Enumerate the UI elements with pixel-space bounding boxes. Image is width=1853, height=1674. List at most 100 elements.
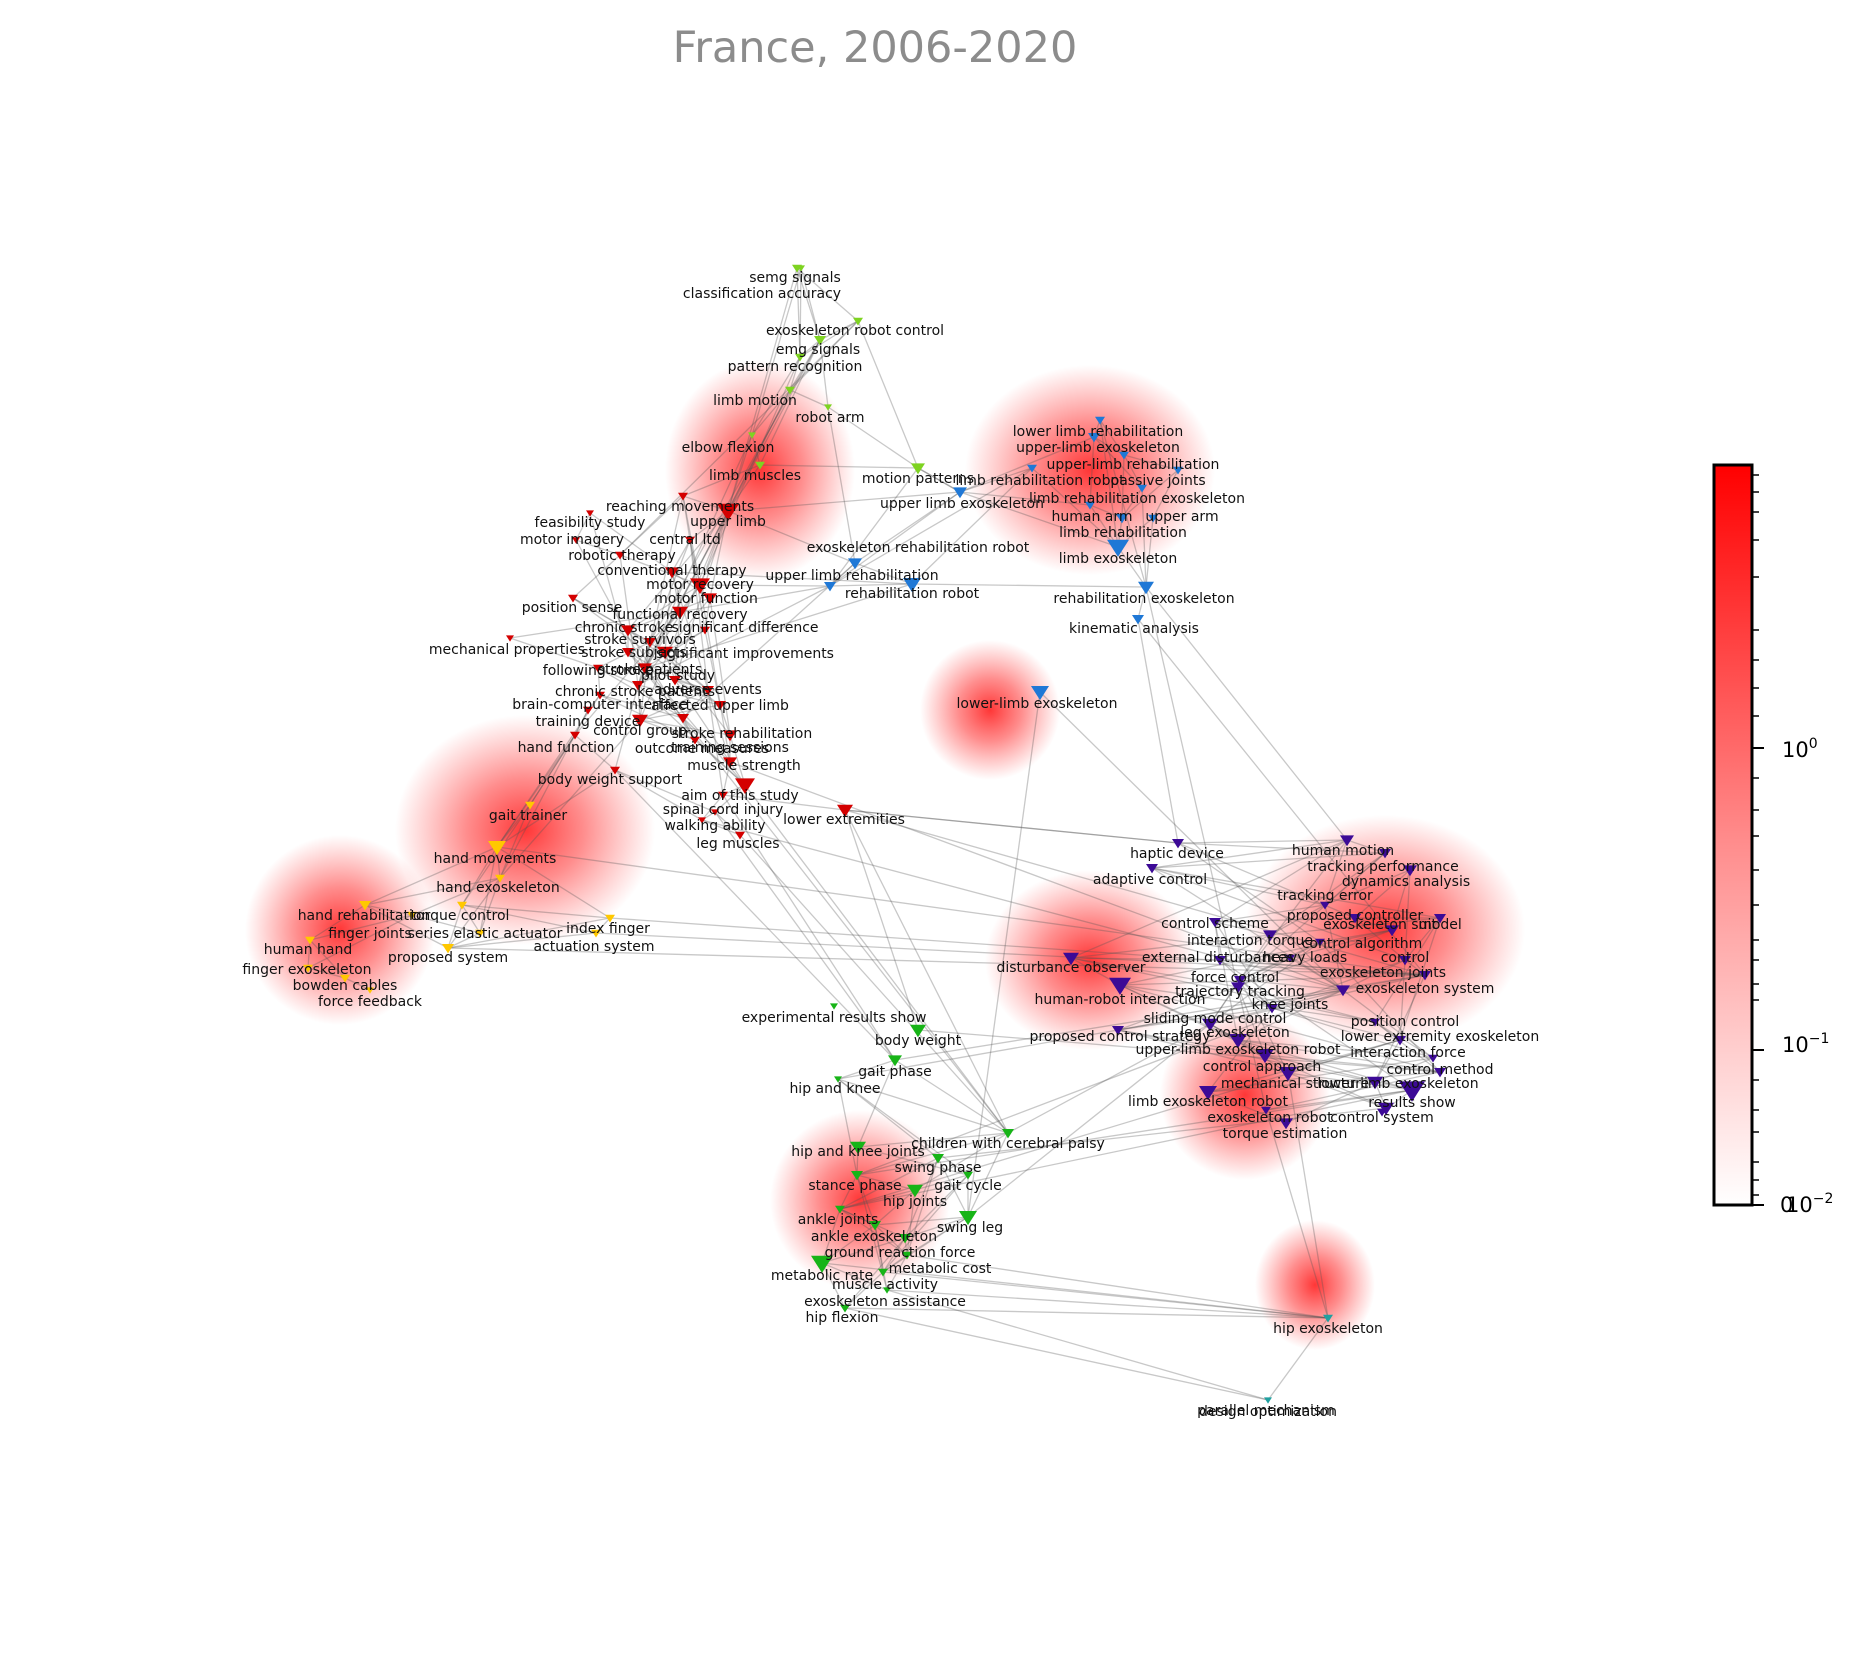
network-node-marker[interactable] <box>1394 1036 1406 1046</box>
network-node-marker[interactable] <box>303 964 313 973</box>
network-node-marker[interactable] <box>888 1055 902 1067</box>
network-node-marker[interactable] <box>1385 925 1399 937</box>
network-node-marker[interactable] <box>570 731 580 740</box>
network-node-marker[interactable] <box>657 646 673 660</box>
network-node-marker[interactable] <box>853 317 863 326</box>
network-node-marker[interactable] <box>1434 1068 1446 1078</box>
network-node-marker[interactable] <box>1229 1034 1247 1049</box>
network-node-marker[interactable] <box>711 809 719 816</box>
network-node-marker[interactable] <box>837 804 853 818</box>
network-node-marker[interactable] <box>1173 466 1183 475</box>
network-node-marker[interactable] <box>1261 1106 1271 1115</box>
network-node-marker[interactable] <box>878 1268 888 1277</box>
network-node-marker[interactable] <box>690 736 700 745</box>
network-node-marker[interactable] <box>1323 1314 1333 1323</box>
network-node-marker[interactable] <box>1112 1026 1124 1036</box>
network-node-marker[interactable] <box>907 1184 923 1198</box>
network-node-marker[interactable] <box>1085 501 1095 510</box>
network-node-marker[interactable] <box>910 1024 926 1038</box>
network-node-marker[interactable] <box>1419 971 1431 981</box>
network-node-marker[interactable] <box>1315 938 1325 947</box>
network-node-marker[interactable] <box>1109 977 1131 995</box>
network-node-marker[interactable] <box>690 578 710 594</box>
network-node-marker[interactable] <box>932 1154 944 1164</box>
network-node-marker[interactable] <box>638 663 652 675</box>
network-node-marker[interactable] <box>685 536 695 545</box>
network-node-marker[interactable] <box>902 1251 912 1260</box>
network-node-marker[interactable] <box>1146 864 1158 874</box>
network-node-marker[interactable] <box>1148 514 1158 523</box>
network-node-marker[interactable] <box>723 730 737 742</box>
network-node-marker[interactable] <box>1088 433 1100 443</box>
network-node-marker[interactable] <box>583 706 593 715</box>
network-node-marker[interactable] <box>748 432 756 439</box>
network-node-marker[interactable] <box>1266 1004 1278 1014</box>
network-node-marker[interactable] <box>1340 835 1354 847</box>
network-node-marker[interactable] <box>1399 1081 1425 1102</box>
network-node-marker[interactable] <box>1116 514 1128 524</box>
network-node-marker[interactable] <box>677 714 689 724</box>
network-node-marker[interactable] <box>1285 954 1295 963</box>
network-node-marker[interactable] <box>718 791 728 800</box>
network-node-marker[interactable] <box>1428 1054 1438 1063</box>
network-node-marker[interactable] <box>407 911 417 920</box>
network-node-marker[interactable] <box>953 487 967 499</box>
network-node-marker[interactable] <box>621 625 635 637</box>
network-node-marker[interactable] <box>1234 976 1246 986</box>
network-node-marker[interactable] <box>442 944 454 954</box>
network-node-marker[interactable] <box>591 929 601 938</box>
network-node-marker[interactable] <box>795 353 805 362</box>
network-node-marker[interactable] <box>672 606 688 620</box>
network-node-marker[interactable] <box>1107 539 1129 557</box>
network-node-marker[interactable] <box>457 901 467 910</box>
network-node-marker[interactable] <box>723 757 737 769</box>
network-node-marker[interactable] <box>824 582 836 592</box>
network-node-marker[interactable] <box>1119 451 1129 460</box>
network-node-marker[interactable] <box>525 801 535 810</box>
network-node-marker[interactable] <box>495 874 505 883</box>
network-node-marker[interactable] <box>1377 1108 1387 1117</box>
network-node-marker[interactable] <box>506 635 514 642</box>
network-node-marker[interactable] <box>1031 686 1049 701</box>
network-node-marker[interactable] <box>1336 985 1350 997</box>
network-node-marker[interactable] <box>1172 839 1184 849</box>
network-node-marker[interactable] <box>605 914 615 923</box>
network-node-marker[interactable] <box>644 638 656 648</box>
network-node-marker[interactable] <box>850 1141 866 1155</box>
network-node-marker[interactable] <box>1256 1049 1274 1064</box>
network-node-marker[interactable] <box>755 461 765 470</box>
network-node-marker[interactable] <box>735 778 755 794</box>
network-node-marker[interactable] <box>622 648 634 658</box>
network-node-marker[interactable] <box>586 510 594 517</box>
network-node-marker[interactable] <box>632 681 644 691</box>
network-node-marker[interactable] <box>700 626 710 635</box>
network-node-marker[interactable] <box>824 404 832 411</box>
network-node-marker[interactable] <box>475 929 485 938</box>
network-node-marker[interactable] <box>1399 956 1411 966</box>
network-node-marker[interactable] <box>1403 865 1417 877</box>
network-node-marker[interactable] <box>1320 901 1330 910</box>
network-node-marker[interactable] <box>698 817 706 824</box>
network-node-marker[interactable] <box>632 714 648 728</box>
network-node-marker[interactable] <box>835 1205 845 1214</box>
network-node-marker[interactable] <box>851 1171 863 1181</box>
network-node-marker[interactable] <box>834 1076 842 1083</box>
network-node-marker[interactable] <box>1063 952 1079 966</box>
network-node-marker[interactable] <box>1027 464 1037 473</box>
network-node-marker[interactable] <box>610 766 620 775</box>
network-node-marker[interactable] <box>830 1003 838 1010</box>
network-node-marker[interactable] <box>911 463 925 475</box>
network-node-marker[interactable] <box>665 567 679 579</box>
network-node-marker[interactable] <box>883 1287 891 1294</box>
network-node-marker[interactable] <box>305 936 315 945</box>
network-node-marker[interactable] <box>869 1221 881 1231</box>
network-node-marker[interactable] <box>366 987 374 994</box>
network-node-marker[interactable] <box>678 492 688 501</box>
network-node-marker[interactable] <box>669 676 681 686</box>
network-node-marker[interactable] <box>1349 914 1361 924</box>
network-node-marker[interactable] <box>735 831 745 840</box>
network-node-marker[interactable] <box>615 551 625 560</box>
network-node-marker[interactable] <box>1379 849 1391 859</box>
network-node-marker[interactable] <box>703 593 717 605</box>
network-node-marker[interactable] <box>785 386 795 395</box>
